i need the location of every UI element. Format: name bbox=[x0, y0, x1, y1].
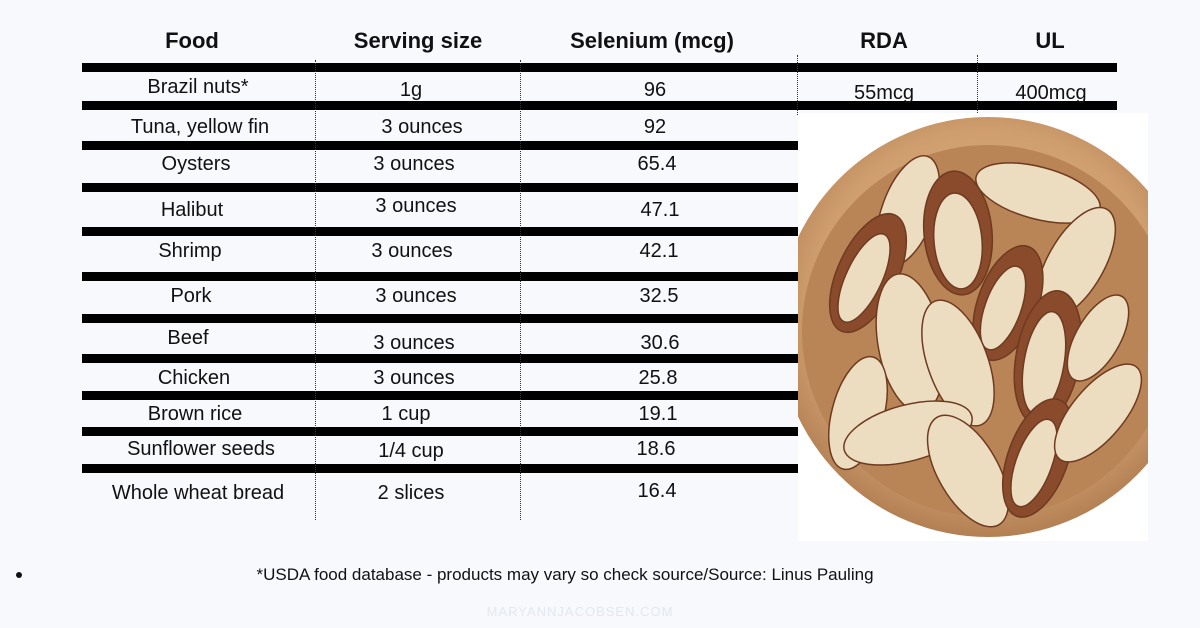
table-cell-selenium: 47.1 bbox=[640, 199, 680, 221]
table-cell-selenium: 32.5 bbox=[639, 285, 679, 307]
table-cell-serving: 3 ounces bbox=[381, 116, 463, 138]
table-cell-ul: 400mcg bbox=[1015, 82, 1087, 104]
column-divider bbox=[977, 55, 978, 115]
table-cell-selenium: 96 bbox=[643, 79, 667, 101]
table-cell-selenium: 25.8 bbox=[638, 367, 678, 389]
column-divider bbox=[315, 60, 316, 520]
table-cell-food: Pork bbox=[170, 285, 212, 307]
header-serving-size: Serving size bbox=[353, 28, 483, 53]
table-cell-food: Brazil nuts* bbox=[147, 76, 249, 98]
table-cell-food: Tuna, yellow fin bbox=[130, 116, 270, 138]
column-divider bbox=[520, 60, 521, 520]
table-cell-serving: 3 ounces bbox=[373, 332, 455, 354]
table-rule bbox=[82, 141, 799, 150]
header-ul: UL bbox=[1035, 28, 1065, 53]
table-rule bbox=[82, 354, 799, 363]
table-cell-selenium: 19.1 bbox=[638, 403, 678, 425]
table-cell-food: Brown rice bbox=[147, 403, 243, 425]
table-rule bbox=[82, 101, 1117, 110]
table-cell-selenium: 18.6 bbox=[636, 438, 676, 460]
table-cell-serving: 3 ounces bbox=[375, 195, 457, 217]
table-cell-serving: 3 ounces bbox=[371, 240, 453, 262]
table-cell-serving: 3 ounces bbox=[375, 285, 457, 307]
table-cell-serving: 1g bbox=[399, 79, 423, 101]
table-cell-serving: 1 cup bbox=[381, 403, 431, 425]
table-rule bbox=[82, 183, 799, 192]
footnote: *USDA food database - products may vary … bbox=[256, 565, 874, 584]
header-selenium: Selenium (mcg) bbox=[570, 28, 734, 53]
table-cell-food: Chicken bbox=[157, 367, 231, 389]
table-cell-food: Beef bbox=[167, 327, 209, 349]
table-cell-food: Oysters bbox=[161, 153, 231, 175]
table-cell-selenium: 42.1 bbox=[639, 240, 679, 262]
table-cell-food: Whole wheat bread bbox=[111, 482, 285, 504]
table-cell-food: Sunflower seeds bbox=[127, 438, 275, 460]
table-cell-serving: 2 slices bbox=[377, 482, 445, 504]
watermark: MARYANNJACOBSEN.COM bbox=[486, 604, 674, 619]
header-food: Food bbox=[165, 28, 219, 53]
column-divider bbox=[797, 55, 798, 115]
header-rda: RDA bbox=[860, 28, 908, 53]
table-rule bbox=[82, 427, 799, 436]
table-rule bbox=[82, 464, 799, 473]
table-cell-selenium: 16.4 bbox=[637, 480, 677, 502]
table-cell-serving: 1/4 cup bbox=[378, 440, 444, 462]
table-cell-selenium: 92 bbox=[643, 116, 667, 138]
table-rule bbox=[82, 227, 799, 236]
table-cell-serving: 3 ounces bbox=[373, 153, 455, 175]
table-rule bbox=[82, 272, 799, 281]
table-cell-food: Shrimp bbox=[158, 240, 222, 262]
table-rule bbox=[82, 63, 1117, 72]
table-cell-selenium: 65.4 bbox=[637, 153, 677, 175]
table-rule bbox=[82, 314, 799, 323]
bullet-icon bbox=[16, 572, 22, 578]
brazil-nuts-bowl-photo bbox=[798, 113, 1148, 541]
table-rule bbox=[82, 391, 799, 400]
table-cell-selenium: 30.6 bbox=[640, 332, 680, 354]
table-cell-food: Halibut bbox=[160, 199, 224, 221]
table-cell-serving: 3 ounces bbox=[373, 367, 455, 389]
table-cell-rda: 55mcg bbox=[853, 82, 915, 104]
